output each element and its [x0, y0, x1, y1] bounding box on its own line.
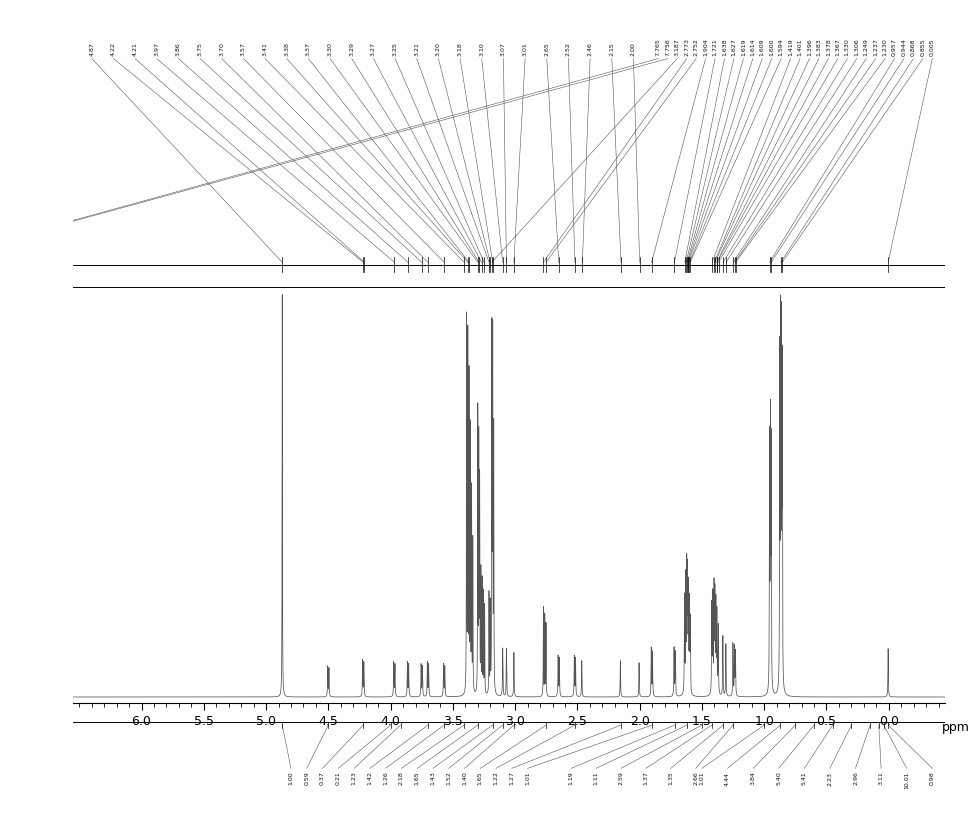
Text: 3.25: 3.25 — [393, 42, 397, 56]
Text: 1.27: 1.27 — [509, 771, 514, 785]
Text: 0.944: 0.944 — [902, 38, 907, 56]
Text: 3.75: 3.75 — [198, 42, 203, 56]
Text: 3.70: 3.70 — [219, 42, 224, 56]
Text: 0.59: 0.59 — [304, 771, 310, 785]
Text: 2.52: 2.52 — [566, 42, 571, 56]
Text: 1.35: 1.35 — [668, 771, 673, 785]
Text: 3.07: 3.07 — [501, 42, 506, 56]
Text: 1.00: 1.00 — [288, 771, 293, 785]
Text: 2.15: 2.15 — [610, 42, 615, 56]
Text: 1.11: 1.11 — [593, 771, 599, 785]
Text: 1.249: 1.249 — [864, 38, 869, 56]
Text: 1.22: 1.22 — [494, 771, 499, 785]
Text: 1.23: 1.23 — [352, 771, 356, 785]
Text: 2.23: 2.23 — [828, 771, 833, 785]
Text: 2.65: 2.65 — [544, 42, 549, 56]
Text: 2.66: 2.66 — [693, 771, 698, 785]
Text: 2.59: 2.59 — [618, 771, 623, 785]
Text: 7.765: 7.765 — [656, 38, 660, 56]
Text: 3.86: 3.86 — [176, 42, 181, 56]
Text: 0.005: 0.005 — [930, 38, 935, 56]
Text: 1.619: 1.619 — [741, 38, 746, 56]
Text: 1.52: 1.52 — [446, 771, 451, 785]
Text: 2.773: 2.773 — [684, 38, 690, 56]
Text: 3.29: 3.29 — [350, 42, 355, 56]
Text: 10.01: 10.01 — [904, 771, 909, 789]
Text: 2.752: 2.752 — [693, 38, 698, 56]
Text: 1.904: 1.904 — [703, 38, 708, 56]
Text: 1.594: 1.594 — [778, 38, 784, 56]
Text: 3.84: 3.84 — [751, 771, 756, 785]
Text: 3.38: 3.38 — [284, 42, 289, 56]
Text: 1.419: 1.419 — [788, 38, 793, 56]
Text: 1.306: 1.306 — [854, 38, 859, 56]
Text: 3.27: 3.27 — [371, 42, 376, 56]
Text: 1.230: 1.230 — [882, 38, 887, 56]
Text: 3.41: 3.41 — [263, 42, 268, 56]
Text: 1.43: 1.43 — [431, 771, 435, 785]
Text: 1.42: 1.42 — [367, 771, 372, 785]
Text: 3.18: 3.18 — [458, 42, 463, 56]
Text: 0.957: 0.957 — [892, 38, 897, 56]
Text: 1.01: 1.01 — [699, 771, 704, 785]
Text: 3.10: 3.10 — [479, 42, 484, 56]
Text: 1.37: 1.37 — [644, 771, 649, 785]
Text: 0.868: 0.868 — [911, 38, 916, 56]
Text: 0.37: 0.37 — [320, 771, 325, 785]
Text: 2.96: 2.96 — [853, 771, 858, 785]
Text: 1.26: 1.26 — [383, 771, 388, 785]
Text: 1.401: 1.401 — [798, 38, 803, 56]
Text: 3.97: 3.97 — [154, 42, 159, 56]
Text: 2.00: 2.00 — [631, 42, 636, 56]
Text: 1.65: 1.65 — [415, 771, 420, 785]
Text: 1.609: 1.609 — [760, 38, 765, 56]
Text: 2.18: 2.18 — [399, 771, 404, 785]
Text: 0.98: 0.98 — [930, 771, 935, 785]
Text: 5.41: 5.41 — [802, 771, 806, 785]
Text: 3.30: 3.30 — [327, 42, 332, 56]
Text: 2.46: 2.46 — [587, 42, 592, 56]
Text: 1.627: 1.627 — [731, 38, 736, 56]
Text: 1.638: 1.638 — [722, 38, 727, 56]
Text: 4.21: 4.21 — [132, 42, 137, 56]
Text: 1.19: 1.19 — [569, 771, 574, 785]
Text: 1.721: 1.721 — [713, 38, 718, 56]
Text: 1.378: 1.378 — [826, 38, 831, 56]
Text: 1.396: 1.396 — [807, 38, 812, 56]
Text: 1.01: 1.01 — [525, 771, 530, 785]
Text: 1.614: 1.614 — [750, 38, 755, 56]
Text: 5.40: 5.40 — [776, 771, 781, 785]
Text: 3.21: 3.21 — [414, 42, 419, 56]
Text: 1.330: 1.330 — [844, 38, 849, 56]
Text: 1.367: 1.367 — [836, 38, 841, 56]
Text: 3.01: 3.01 — [523, 42, 528, 56]
Text: 1.65: 1.65 — [478, 771, 483, 785]
Text: 3.57: 3.57 — [241, 42, 245, 56]
Text: 7.756: 7.756 — [665, 38, 670, 56]
Text: 3.187: 3.187 — [675, 38, 680, 56]
Text: 4.87: 4.87 — [90, 42, 94, 56]
Text: 0.855: 0.855 — [920, 38, 925, 56]
Text: 3.11: 3.11 — [879, 771, 883, 785]
Text: 4.22: 4.22 — [111, 42, 116, 56]
Text: 1.237: 1.237 — [873, 38, 879, 56]
Text: 1.40: 1.40 — [462, 771, 467, 785]
Text: 3.37: 3.37 — [306, 42, 311, 56]
Text: 4.44: 4.44 — [725, 771, 730, 785]
Text: 0.21: 0.21 — [336, 771, 341, 785]
Text: ppm: ppm — [942, 721, 970, 734]
Text: 1.383: 1.383 — [816, 38, 821, 56]
Text: 1.600: 1.600 — [769, 38, 774, 56]
Text: 3.20: 3.20 — [436, 42, 441, 56]
